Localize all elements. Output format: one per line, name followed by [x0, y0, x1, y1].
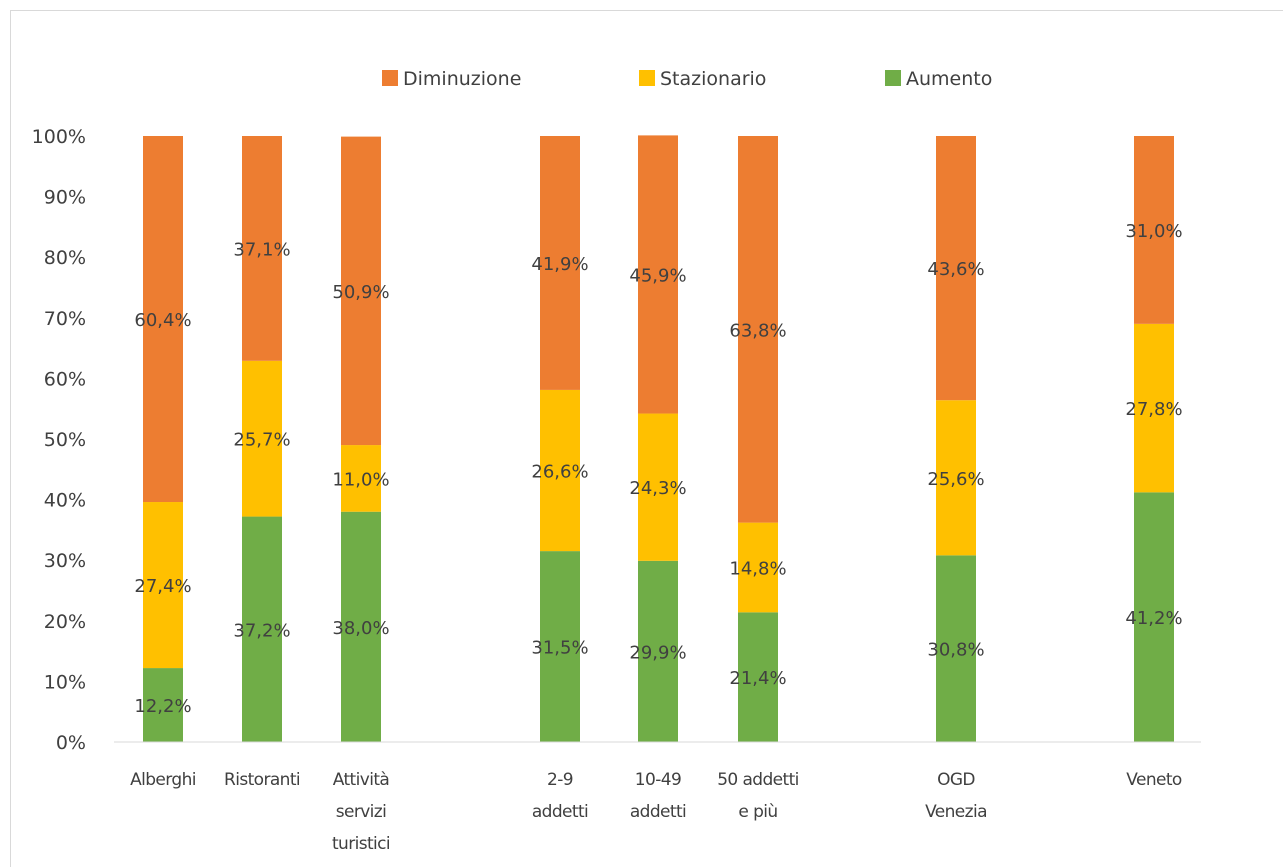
legend-swatch-diminuzione: [382, 70, 398, 86]
bar-segment-diminuzione: [1134, 136, 1174, 324]
data-label: 50,9%: [332, 282, 389, 303]
category-label: 10-49: [635, 770, 681, 790]
category-label: Venezia: [925, 802, 987, 822]
data-label: 43,6%: [927, 259, 984, 280]
data-label: 21,4%: [729, 668, 786, 689]
legend-swatch-stazionario: [639, 70, 655, 86]
category-label: 50 addetti: [717, 770, 799, 790]
bar-segment-aumento: [936, 555, 976, 742]
data-label: 30,8%: [927, 640, 984, 661]
bar-segment-aumento: [1134, 492, 1174, 742]
bar-segment-stazionario: [936, 400, 976, 556]
data-label: 25,7%: [233, 430, 290, 451]
y-tick-label: 20%: [44, 611, 86, 633]
bar-segment-aumento: [341, 511, 381, 742]
bar-segment-stazionario: [638, 413, 678, 561]
data-label: 60,4%: [134, 310, 191, 331]
bar-segment-stazionario: [1134, 323, 1174, 493]
category-label: addetti: [630, 802, 686, 822]
data-label: 38,0%: [332, 618, 389, 639]
data-label: 63,8%: [729, 320, 786, 341]
data-label: 41,9%: [531, 254, 588, 275]
category-label: turistici: [332, 834, 390, 854]
legend-label-aumento: Aumento: [906, 68, 992, 90]
data-label: 31,5%: [531, 638, 588, 659]
y-tick-label: 90%: [44, 187, 86, 209]
y-tick-label: 70%: [44, 308, 86, 330]
y-tick-label: 50%: [44, 429, 86, 451]
y-tick-label: 60%: [44, 368, 86, 390]
y-tick-label: 10%: [44, 671, 86, 693]
data-label: 37,2%: [233, 620, 290, 641]
bar-segment-stazionario: [242, 360, 282, 517]
category-label: addetti: [532, 802, 588, 822]
category-label: 2-9: [547, 770, 573, 790]
y-tick-label: 0%: [56, 732, 86, 754]
category-label: Ristoranti: [224, 770, 300, 790]
y-tick-label: 100%: [32, 126, 86, 148]
category-label: e più: [738, 802, 777, 822]
data-label: 12,2%: [134, 696, 191, 717]
bar-segment-stazionario: [341, 445, 381, 512]
legend-label-diminuzione: Diminuzione: [403, 68, 521, 90]
bar-segment-diminuzione: [540, 136, 580, 390]
bar-segment-stazionario: [540, 389, 580, 552]
bar-segment-stazionario: [738, 522, 778, 613]
y-tick-label: 80%: [44, 247, 86, 269]
data-label: 11,0%: [332, 469, 389, 490]
data-label: 27,8%: [1125, 399, 1182, 420]
bar-segment-aumento: [242, 516, 282, 742]
data-label: 25,6%: [927, 469, 984, 490]
bar-segment-diminuzione: [242, 136, 282, 361]
data-label: 29,9%: [629, 642, 686, 663]
bar-segment-diminuzione: [341, 136, 381, 446]
category-label: OGD: [937, 770, 975, 790]
data-label: 27,4%: [134, 576, 191, 597]
category-label: Alberghi: [130, 770, 196, 790]
data-label: 31,0%: [1125, 221, 1182, 242]
bar-segment-diminuzione: [738, 136, 778, 523]
data-label: 14,8%: [729, 558, 786, 579]
category-label: Veneto: [1126, 770, 1182, 790]
bar-segment-aumento: [540, 551, 580, 742]
data-label: 41,2%: [1125, 608, 1182, 629]
legend-label-stazionario: Stazionario: [660, 68, 766, 90]
bar-segment-aumento: [638, 560, 678, 742]
bar-segment-diminuzione: [638, 135, 678, 414]
bar-segment-diminuzione: [936, 136, 976, 401]
data-label: 24,3%: [629, 478, 686, 499]
data-label: 26,6%: [531, 462, 588, 483]
y-tick-label: 30%: [44, 550, 86, 572]
stacked-bar-chart: 0% 10% 20% 30% 40% 50% 60% 70% 80% 90% 100% 12,2% 27…: [32, 68, 1201, 854]
bar-segment-stazionario: [143, 502, 183, 669]
bar-segment-aumento: [143, 668, 183, 742]
data-label: 45,9%: [629, 265, 686, 286]
legend-swatch-aumento: [885, 70, 901, 86]
data-label: 37,1%: [233, 239, 290, 260]
y-tick-label: 40%: [44, 490, 86, 512]
category-label: servizi: [336, 802, 387, 822]
bar-segment-aumento: [738, 612, 778, 742]
chart-frame: 0% 10% 20% 30% 40% 50% 60% 70% 80% 90% 100% 12,2% 27…: [10, 10, 1283, 867]
bar-segment-diminuzione: [143, 136, 183, 503]
category-label: Attività: [333, 770, 389, 790]
